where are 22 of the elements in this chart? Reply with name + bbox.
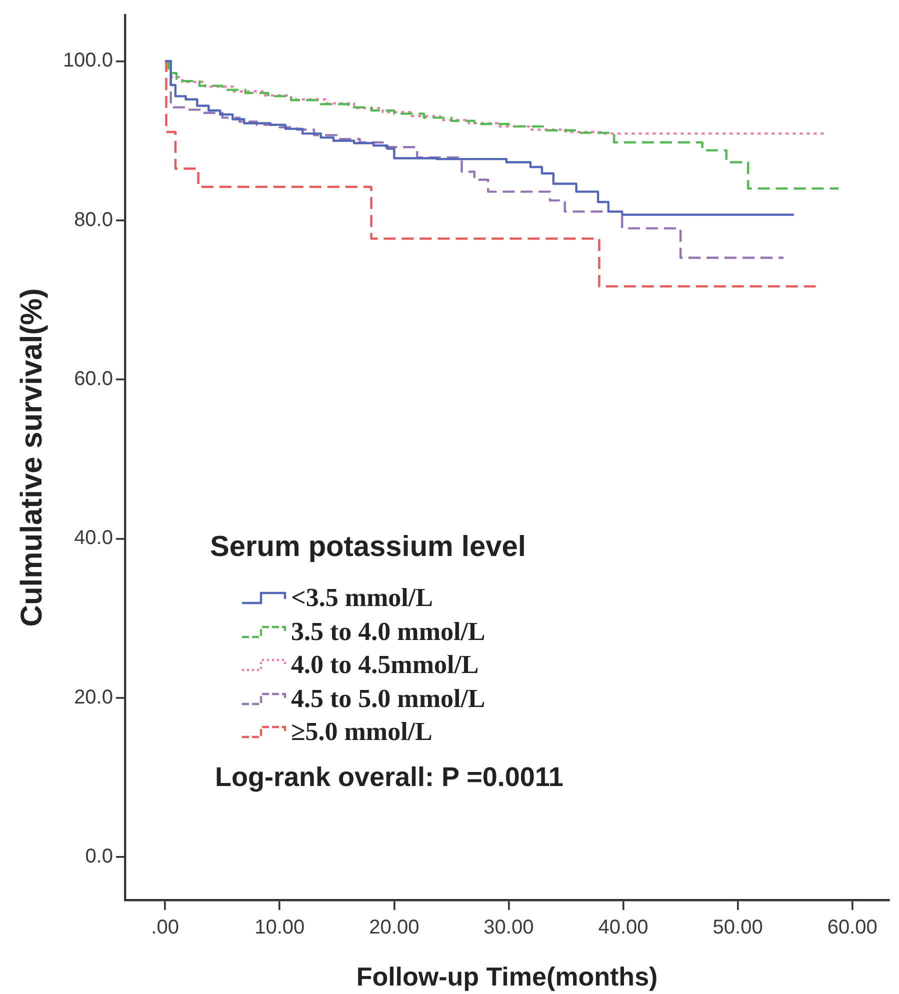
x-axis-title: Follow-up Time(months) (356, 962, 658, 992)
legend-label: 3.5 to 4.0 mmol/L (291, 616, 486, 647)
x-tick-label: 50.00 (712, 916, 763, 939)
y-axis-title: Culmulative survival(%) (15, 288, 48, 627)
legend-label: <3.5 mmol/L (291, 583, 433, 614)
x-tick-label: 60.00 (827, 916, 878, 939)
y-tick-label: 40.0 (74, 527, 113, 550)
x-tick-label: 30.00 (484, 916, 534, 939)
y-tick-label: 80.0 (74, 208, 113, 231)
x-tick-label: 10.00 (254, 916, 305, 939)
x-tick-label: 40.00 (598, 916, 648, 939)
legend-label: 4.0 to 4.5mmol/L (291, 650, 479, 680)
legend-label: ≥5.0 mmol/L (291, 717, 432, 748)
x-tick-label: 20.00 (369, 916, 420, 939)
y-tick-label: 20.0 (74, 686, 113, 708)
y-tick-label: 100.0 (62, 50, 113, 72)
y-tick-label: 0.0 (85, 846, 113, 868)
y-tick-label: 60.0 (74, 368, 113, 390)
annotation: Log-rank overall: P =0.0011 (215, 761, 564, 793)
legend-label: 4.5 to 5.0 mmol/L (291, 684, 486, 714)
legend-title: Serum potassium level (210, 530, 527, 564)
x-tick-label: .00 (151, 916, 179, 939)
